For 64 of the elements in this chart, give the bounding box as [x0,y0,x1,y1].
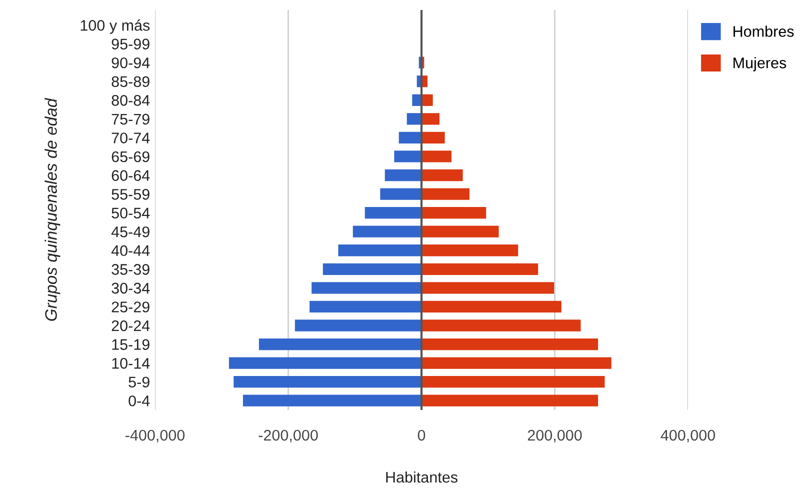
y-tick-label: 95-99 [112,38,150,50]
bar [422,394,598,406]
y-tick-label: 10-14 [112,358,150,369]
y-tick-label: 85-89 [112,76,150,88]
y-tick-label: 70-74 [112,132,150,144]
y-tick-label: 80-84 [112,95,150,106]
bar [242,394,422,406]
y-tick-label: 55-59 [112,188,150,200]
x-axis-title: Habitantes [386,471,458,483]
bar [322,263,422,275]
bar [394,150,422,162]
y-tick-label: 15-19 [112,339,150,350]
bar [422,169,463,182]
bar [422,113,440,125]
bar [422,244,518,256]
bar [422,206,486,219]
bar [422,282,554,294]
y-tick-label: 40-44 [111,245,150,256]
legend-label: Mujeres [734,57,786,72]
bar [312,282,422,294]
y-tick-label: 50-54 [112,208,150,219]
y-tick-label: 65-69 [112,151,150,162]
bar [422,263,538,275]
bar [422,338,598,350]
bar [310,300,422,313]
legend-label: Hombres [734,26,794,37]
bar [422,94,433,106]
bar [422,320,581,332]
bar [422,376,605,388]
bar [228,357,422,369]
y-axis-title: Grupos quinquenales de edad [44,98,60,321]
y-tick-label: 90-94 [112,57,150,68]
x-tick-label: 400,000 [660,430,716,442]
bar [422,226,499,238]
y-tick-label: 20-24 [112,320,150,332]
bar [422,132,445,144]
bar [338,244,422,256]
y-tick-label: 0-4 [128,395,150,406]
bar [412,94,422,106]
bar [258,338,422,350]
y-tick-label: 30-34 [112,282,150,294]
y-tick-label: 75-79 [112,114,150,125]
bar [422,300,562,313]
y-tick-label: 100 y más [80,19,150,34]
bar [422,188,470,200]
bar [352,226,422,238]
bar [422,150,452,162]
y-tick-label: 45-49 [111,226,150,238]
bar [234,376,422,388]
bar [364,206,422,219]
x-tick-label: 0 [418,430,426,441]
y-tick-label: 35-39 [112,264,150,275]
bar [398,132,422,144]
y-tick-label: 5-9 [128,376,150,388]
bar [406,113,422,125]
bar [422,357,612,369]
bar [384,169,422,182]
y-tick-label: 60-64 [112,170,150,181]
y-tick-label: 25-29 [112,302,150,312]
bar [380,188,422,200]
x-tick-label: 200,000 [528,430,582,442]
x-tick-label: -400,000 [126,430,185,442]
x-tick-label: -200,000 [258,430,318,442]
bar [294,320,422,332]
